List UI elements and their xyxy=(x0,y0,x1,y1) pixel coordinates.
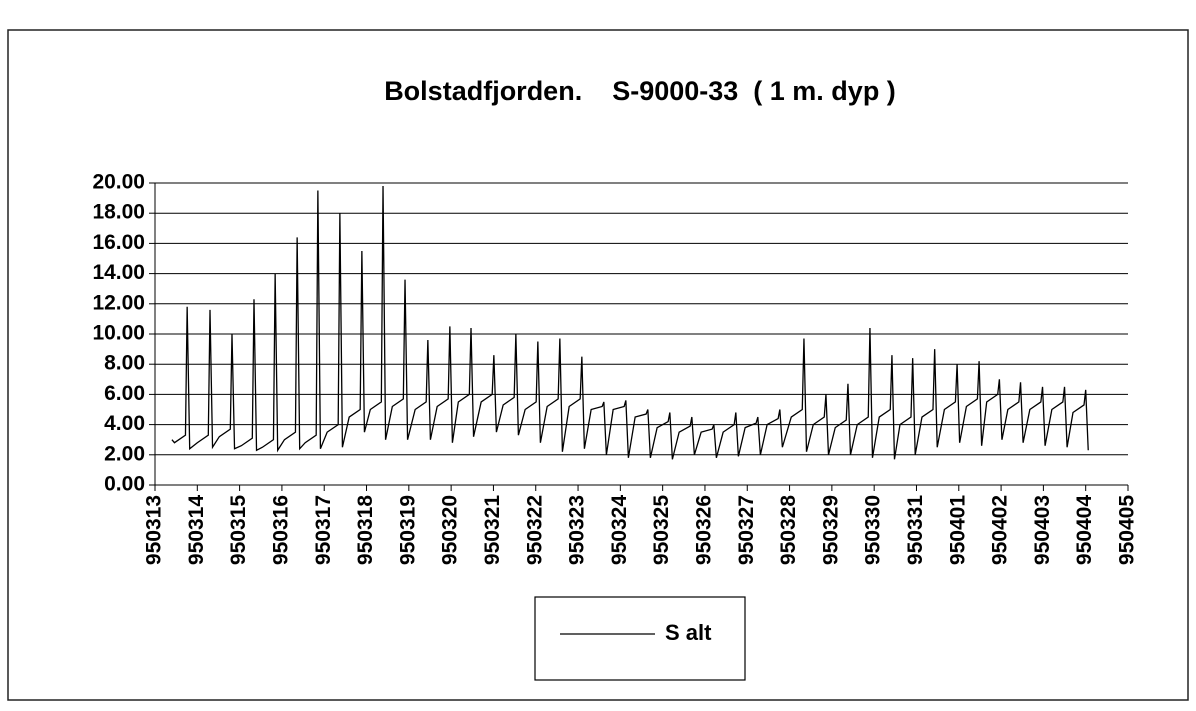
x-tick-label: 950401 xyxy=(946,495,969,565)
x-tick-label: 950317 xyxy=(312,495,335,565)
chart-title: Bolstadfjorden. S-9000-33 ( 1 m. dyp ) xyxy=(384,76,896,106)
x-tick-label: 950325 xyxy=(650,495,673,565)
x-tick-label: 950404 xyxy=(1073,495,1096,565)
x-tick-label: 950329 xyxy=(819,495,842,565)
x-tick-label: 950327 xyxy=(735,495,758,565)
x-tick-label: 950321 xyxy=(481,495,504,565)
x-tick-label: 950403 xyxy=(1031,495,1054,565)
x-tick-label: 950314 xyxy=(185,495,208,565)
x-tick-label: 950330 xyxy=(862,495,885,565)
x-tick-label: 950318 xyxy=(354,495,377,565)
x-tick-label: 950313 xyxy=(143,495,166,565)
x-tick-label: 950323 xyxy=(566,495,589,565)
x-tick-label: 950319 xyxy=(396,495,419,565)
x-tick-label: 950328 xyxy=(777,495,800,565)
y-tick-label: 6.00 xyxy=(104,382,145,405)
y-tick-label: 10.00 xyxy=(92,322,145,345)
legend-label: S alt xyxy=(665,620,712,645)
x-tick-label: 950331 xyxy=(904,495,927,565)
y-tick-label: 18.00 xyxy=(92,201,145,224)
y-tick-label: 0.00 xyxy=(104,473,145,496)
x-tick-label: 950315 xyxy=(227,495,250,565)
x-tick-label: 950320 xyxy=(439,495,462,565)
data-line xyxy=(171,186,1089,460)
y-tick-label: 14.00 xyxy=(92,261,145,284)
y-tick-label: 16.00 xyxy=(92,231,145,254)
y-tick-label: 4.00 xyxy=(104,412,145,435)
y-tick-label: 8.00 xyxy=(104,352,145,375)
y-tick-label: 20.00 xyxy=(92,171,145,194)
x-tick-label: 950316 xyxy=(269,495,292,565)
x-tick-label: 950326 xyxy=(693,495,716,565)
x-tick-label: 950405 xyxy=(1116,495,1139,565)
legend-box xyxy=(534,596,746,681)
x-tick-label: 950402 xyxy=(989,495,1012,565)
chart-frame xyxy=(7,29,1189,701)
y-tick-label: 12.00 xyxy=(92,291,145,314)
x-tick-label: 950322 xyxy=(523,495,546,565)
x-tick-label: 950324 xyxy=(608,495,631,565)
y-tick-label: 2.00 xyxy=(104,442,145,465)
